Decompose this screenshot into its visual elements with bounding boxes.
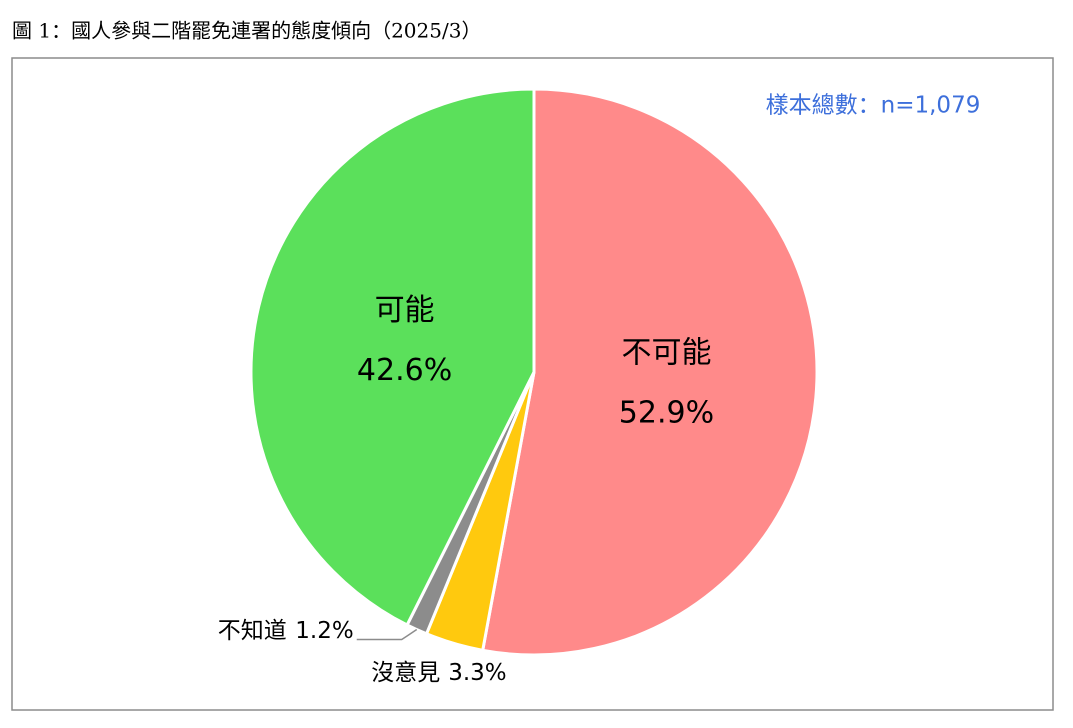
slice-category-label: 可能 [375,293,435,328]
slice-category-label: 不知道 [218,618,287,644]
slice-value-label: 52.9% [619,396,714,431]
sample-size-note: 樣本總數：n=1,079 [766,93,981,119]
pie-slice [480,87,819,657]
slice-value-label: 42.6% [357,353,452,388]
slice-value-label: 3.3% [448,660,506,686]
slice-category-label: 不可能 [621,336,711,371]
slice-value-label: 1.2% [295,618,353,644]
pie-slice [249,87,536,627]
leader-line [356,628,418,641]
chart-title: 圖 1：國人參與二階罷免連署的態度傾向（2025/3） [12,19,481,43]
slice-category-label: 沒意見 [371,660,440,686]
